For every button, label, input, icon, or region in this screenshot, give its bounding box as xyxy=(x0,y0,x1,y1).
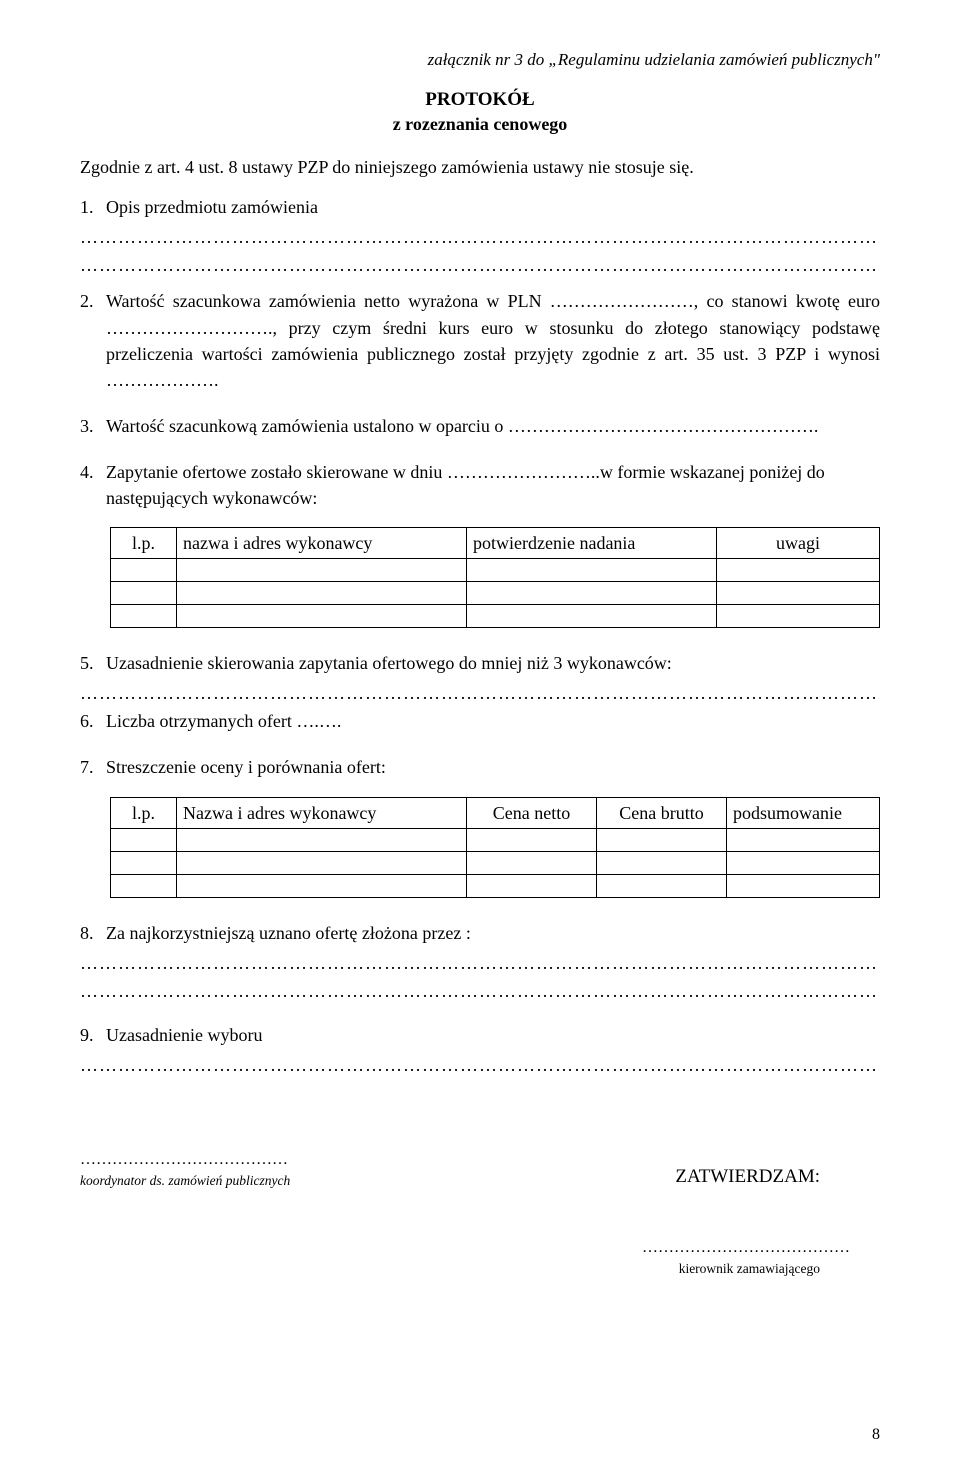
item-5-number: 5. xyxy=(80,650,106,676)
title-block: PROTOKÓŁ z rozeznania cenowego xyxy=(80,88,880,136)
item-5: 5. Uzasadnienie skierowania zapytania of… xyxy=(80,650,880,676)
th-notes: uwagi xyxy=(717,528,880,559)
signature-line: ………………………………… xyxy=(80,1148,290,1171)
item-4: 4. Zapytanie ofertowe zostało skierowane… xyxy=(80,459,880,511)
coordinator-caption: koordynator ds. zamówień publicznych xyxy=(80,1171,290,1191)
intro-paragraph: Zgodnie z art. 4 ust. 8 ustawy PZP do ni… xyxy=(80,154,880,180)
blank-line: …………………………………………………………………………………………………………… xyxy=(80,950,880,976)
th-name: Nazwa i adres wykonawcy xyxy=(177,797,467,828)
signature-row: ………………………………… koordynator ds. zamówień p… xyxy=(80,1148,880,1191)
item-9-number: 9. xyxy=(80,1022,106,1048)
th-name: nazwa i adres wykonawcy xyxy=(177,528,467,559)
item-5-text: Uzasadnienie skierowania zapytania ofert… xyxy=(106,650,880,676)
th-gross: Cena brutto xyxy=(597,797,727,828)
item-4-number: 4. xyxy=(80,459,106,485)
table-header-row: l.p. Nazwa i adres wykonawcy Cena netto … xyxy=(111,797,880,828)
signature-line: ………………………………… xyxy=(80,1236,850,1259)
item-7: 7. Streszczenie oceny i porównania ofert… xyxy=(80,754,880,780)
item-4-text-b: następujących wykonawców: xyxy=(106,488,317,508)
th-lp: l.p. xyxy=(111,797,177,828)
table-row xyxy=(111,851,880,874)
th-net: Cena netto xyxy=(467,797,597,828)
item-6-text: Liczba otrzymanych ofert ….…. xyxy=(106,708,880,734)
item-1-number: 1. xyxy=(80,194,106,220)
item-2-number: 2. xyxy=(80,288,106,314)
manager-caption: kierownik zamawiającego xyxy=(80,1259,850,1279)
approval-label: ZATWIERDZAM: xyxy=(675,1163,880,1191)
title-line2: z rozeznania cenowego xyxy=(80,113,880,136)
th-lp: l.p. xyxy=(111,528,177,559)
item-1: 1. Opis przedmiotu zamówienia xyxy=(80,194,880,220)
title-line1: PROTOKÓŁ xyxy=(80,88,880,113)
attachment-note: załącznik nr 3 do „Regulaminu udzielania… xyxy=(80,50,880,70)
page-number: 8 xyxy=(872,1426,880,1444)
blank-line: …………………………………………………………………………………………………………… xyxy=(80,1052,880,1078)
item-7-number: 7. xyxy=(80,754,106,780)
table-header-row: l.p. nazwa i adres wykonawcy potwierdzen… xyxy=(111,528,880,559)
item-8-number: 8. xyxy=(80,920,106,946)
blank-line: …………………………………………………………………………………………………………… xyxy=(80,680,880,706)
item-7-text: Streszczenie oceny i porównania ofert: xyxy=(106,754,880,780)
table-row xyxy=(111,582,880,605)
item-2-text: Wartość szacunkowa zamówienia netto wyra… xyxy=(106,288,880,392)
item-1-text: Opis przedmiotu zamówienia xyxy=(106,194,880,220)
blank-line: …………………………………………………………………………………………………………… xyxy=(80,978,880,1004)
item-9-text: Uzasadnienie wyboru xyxy=(106,1022,880,1048)
item-6: 6. Liczba otrzymanych ofert ….…. xyxy=(80,708,880,734)
table-row xyxy=(111,605,880,628)
blank-line: …………………………………………………………………………………………………………… xyxy=(80,252,880,278)
item-8-text: Za najkorzystniejszą uznano ofertę złożo… xyxy=(106,920,880,946)
th-confirm: potwierdzenie nadania xyxy=(467,528,717,559)
item-8: 8. Za najkorzystniejszą uznano ofertę zł… xyxy=(80,920,880,946)
item-3: 3. Wartość szacunkową zamówienia ustalon… xyxy=(80,413,880,439)
signature-left: ………………………………… koordynator ds. zamówień p… xyxy=(80,1148,290,1191)
contractors-table: l.p. nazwa i adres wykonawcy potwierdzen… xyxy=(110,527,880,628)
th-summary: podsumowanie xyxy=(727,797,880,828)
item-9: 9. Uzasadnienie wyboru xyxy=(80,1022,880,1048)
signature-bottom: ………………………………… kierownik zamawiającego xyxy=(80,1236,880,1279)
document-body: Zgodnie z art. 4 ust. 8 ustawy PZP do ni… xyxy=(80,154,880,1279)
item-6-number: 6. xyxy=(80,708,106,734)
blank-line: …………………………………………………………………………………………………………… xyxy=(80,224,880,250)
item-3-number: 3. xyxy=(80,413,106,439)
item-2: 2. Wartość szacunkowa zamówienia netto w… xyxy=(80,288,880,392)
table-row xyxy=(111,559,880,582)
item-4-text-a: Zapytanie ofertowe zostało skierowane w … xyxy=(106,462,825,482)
item-3-text: Wartość szacunkową zamówienia ustalono w… xyxy=(106,413,880,439)
page: załącznik nr 3 do „Regulaminu udzielania… xyxy=(0,0,960,1464)
table-row xyxy=(111,828,880,851)
offers-table: l.p. Nazwa i adres wykonawcy Cena netto … xyxy=(110,797,880,898)
table-row xyxy=(111,874,880,897)
